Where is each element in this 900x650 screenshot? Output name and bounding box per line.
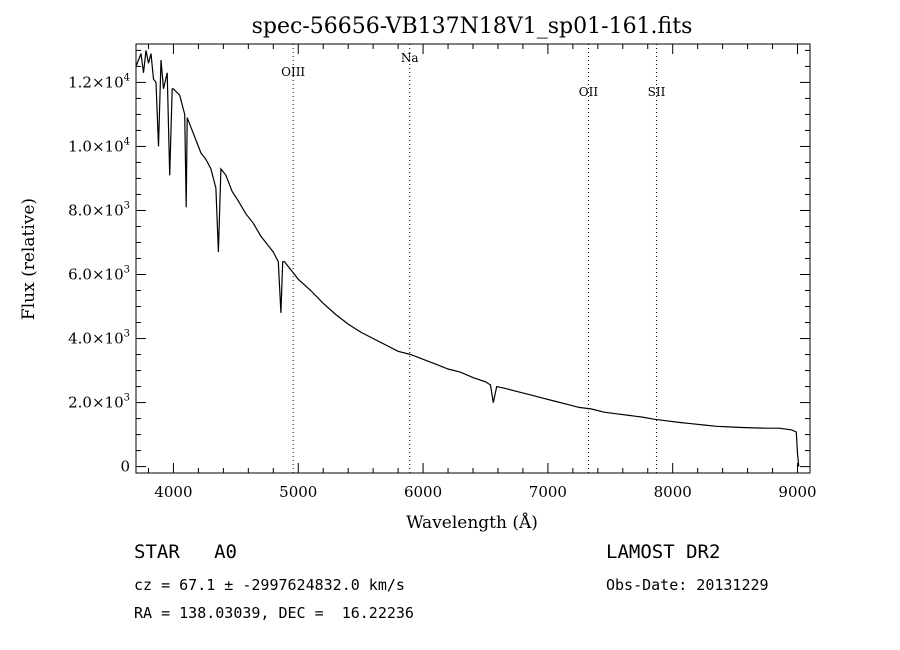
obs-date-text: Obs-Date: 20131229 [606,576,769,594]
ra-dec-text: RA = 138.03039, DEC = 16.22236 [134,604,414,622]
x-tick-label: 5000 [279,483,317,501]
y-tick-label: 2.0×103 [68,393,130,412]
reference-line-label: Na [401,51,419,65]
object-class: STAR A0 [134,541,237,563]
x-tick-label: 8000 [654,483,692,501]
spectral-subclass: A0 [214,541,237,563]
x-tick-label: 6000 [404,483,442,501]
reference-line-label: OIII [281,65,305,79]
plot-frame [135,43,811,474]
y-tick-label: 0 [120,458,130,476]
plot-border [135,43,811,474]
x-axis-label: Wavelength (Å) [406,512,538,533]
y-tick-label: 4.0×103 [68,329,130,348]
y-tick-label: 6.0×103 [68,265,130,284]
x-axis: 4000 5000 6000 7000 8000 9000 [147,44,817,501]
survey-name: LAMOST DR2 [606,541,721,563]
chart-title: spec-56656-VB137N18V1_sp01-161.fits [252,14,693,39]
x-tick-label: 9000 [778,483,816,501]
y-axis-label: Flux (relative) [19,198,39,320]
y-tick-label: 1.2×104 [68,72,130,91]
spectrum-series-line [135,50,800,467]
reference-line-label: OII [579,85,599,99]
y-tick-label: 1.0×104 [68,136,130,155]
reference-lines: OIII Na OII SII [281,44,666,473]
x-tick-label: 4000 [154,483,192,501]
y-tick-label: 8.0×103 [68,200,130,219]
redshift-text: cz = 67.1 ± -2997624832.0 km/s [134,576,405,594]
y-axis: 0 2.0×103 4.0×103 6.0×103 8.0×103 1.0×104 1.2×… [68,49,810,476]
x-tick-label: 7000 [529,483,567,501]
reference-line-label: SII [648,85,666,99]
